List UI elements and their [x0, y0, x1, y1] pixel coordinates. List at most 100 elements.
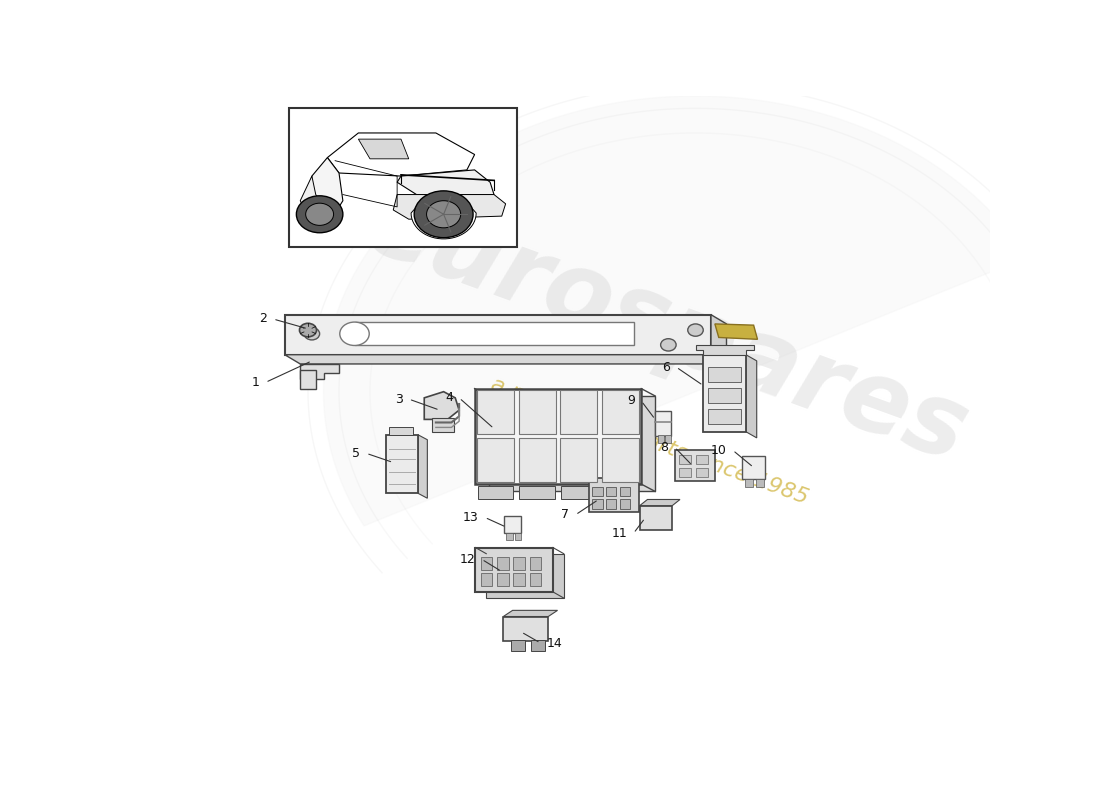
Polygon shape: [328, 133, 474, 176]
Bar: [506, 533, 513, 539]
Bar: [588, 478, 639, 512]
Bar: [504, 516, 521, 534]
Polygon shape: [695, 346, 754, 354]
Bar: [656, 411, 671, 436]
Bar: [518, 390, 556, 434]
Polygon shape: [285, 314, 711, 354]
Circle shape: [304, 328, 320, 340]
Bar: [708, 409, 741, 424]
Polygon shape: [394, 194, 506, 219]
Circle shape: [661, 338, 676, 351]
Text: 8: 8: [660, 441, 669, 454]
Bar: [530, 574, 541, 586]
Bar: [620, 499, 630, 509]
Bar: [481, 574, 493, 586]
Bar: [475, 547, 553, 592]
Text: 11: 11: [612, 527, 627, 540]
Bar: [561, 486, 596, 499]
Text: 6: 6: [662, 361, 670, 374]
Text: a passion for parts since 1985: a passion for parts since 1985: [487, 374, 811, 508]
Circle shape: [306, 203, 333, 226]
Bar: [620, 487, 630, 496]
Bar: [679, 468, 691, 478]
Polygon shape: [715, 324, 758, 339]
Polygon shape: [432, 418, 453, 432]
Bar: [514, 574, 525, 586]
Polygon shape: [711, 314, 726, 364]
Text: 2: 2: [258, 313, 267, 326]
Bar: [531, 640, 546, 651]
Bar: [745, 478, 752, 486]
Bar: [504, 617, 548, 641]
Text: 9: 9: [627, 394, 635, 407]
Bar: [497, 574, 508, 586]
Circle shape: [415, 191, 473, 238]
Bar: [560, 390, 597, 434]
Polygon shape: [746, 354, 757, 438]
Bar: [602, 438, 639, 482]
Bar: [742, 456, 766, 479]
Polygon shape: [285, 354, 726, 364]
Circle shape: [296, 196, 343, 233]
Bar: [696, 454, 708, 464]
Bar: [477, 390, 514, 434]
Bar: [530, 558, 541, 570]
Bar: [679, 454, 691, 464]
Bar: [708, 367, 741, 382]
Bar: [481, 558, 493, 570]
Text: 12: 12: [460, 553, 475, 566]
Bar: [703, 354, 746, 432]
Bar: [497, 558, 508, 570]
Polygon shape: [308, 158, 343, 219]
Polygon shape: [504, 610, 558, 617]
Bar: [593, 499, 603, 509]
Polygon shape: [640, 499, 680, 506]
Bar: [603, 486, 638, 499]
Text: 4: 4: [446, 391, 453, 404]
Text: 10: 10: [711, 444, 726, 457]
Bar: [389, 427, 412, 435]
Polygon shape: [418, 435, 427, 498]
Text: 14: 14: [547, 637, 562, 650]
Polygon shape: [359, 139, 409, 159]
Bar: [385, 435, 418, 494]
Bar: [519, 486, 554, 499]
Text: 5: 5: [352, 446, 360, 460]
Circle shape: [299, 323, 317, 337]
Bar: [593, 487, 603, 496]
Text: 3: 3: [395, 393, 403, 406]
Bar: [560, 438, 597, 482]
Bar: [512, 640, 525, 651]
Circle shape: [688, 324, 703, 336]
Text: eurospares: eurospares: [352, 176, 980, 484]
Polygon shape: [323, 96, 1027, 526]
Text: 13: 13: [463, 511, 478, 524]
Bar: [696, 468, 708, 478]
Polygon shape: [300, 176, 328, 219]
Text: 7: 7: [561, 508, 569, 522]
Polygon shape: [397, 170, 494, 194]
Polygon shape: [354, 322, 634, 346]
Polygon shape: [488, 396, 656, 491]
Bar: [602, 390, 639, 434]
Bar: [756, 478, 763, 486]
Bar: [515, 533, 521, 539]
Bar: [606, 487, 616, 496]
Bar: [518, 438, 556, 482]
Text: 1: 1: [251, 376, 260, 389]
Circle shape: [340, 322, 370, 346]
Bar: [477, 438, 514, 482]
Polygon shape: [486, 554, 563, 598]
Bar: [674, 450, 715, 481]
Bar: [474, 389, 641, 484]
Polygon shape: [411, 207, 476, 239]
Bar: [708, 388, 741, 403]
Bar: [514, 558, 525, 570]
Bar: [477, 486, 514, 499]
Bar: [658, 435, 663, 443]
Polygon shape: [425, 392, 459, 419]
Polygon shape: [300, 364, 339, 379]
Circle shape: [427, 201, 461, 228]
Bar: [666, 435, 671, 443]
Polygon shape: [300, 370, 316, 389]
